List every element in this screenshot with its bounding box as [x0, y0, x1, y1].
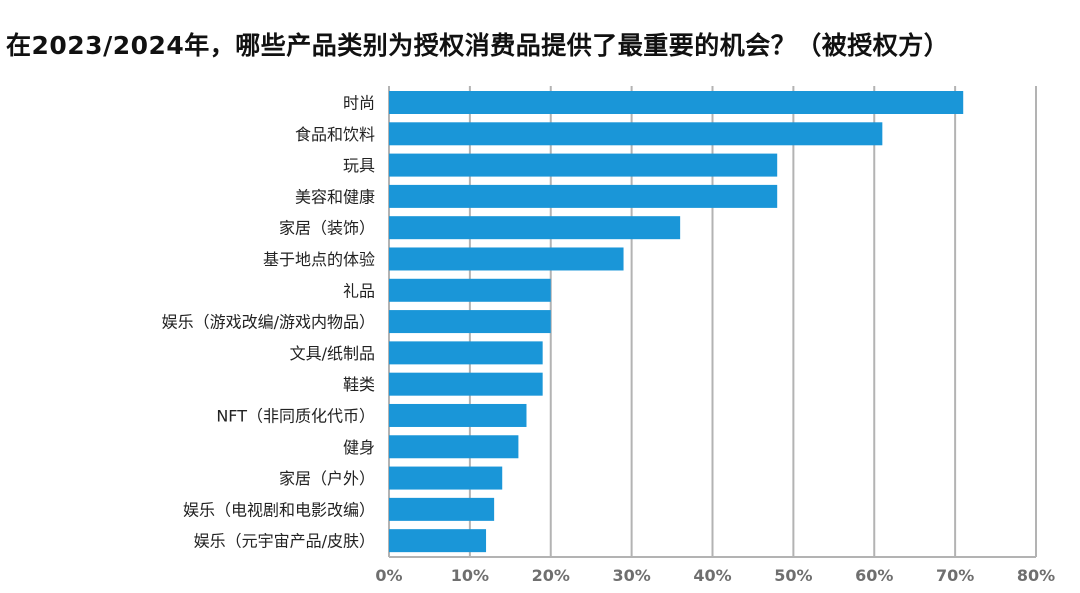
x-tick-label: 0%	[375, 566, 402, 585]
category-label: 鞋类	[343, 375, 375, 394]
category-label: 娱乐（电视剧和电影改编）	[183, 500, 375, 519]
category-label: 文具/纸制品	[290, 344, 375, 363]
bar	[389, 497, 495, 521]
x-tick-label: 10%	[451, 566, 489, 585]
category-label: 娱乐（游戏改编/游戏内物品）	[162, 313, 375, 332]
bar	[389, 372, 543, 396]
bar	[389, 435, 519, 459]
category-label: 健身	[343, 438, 375, 457]
bar	[389, 247, 624, 271]
category-label: 基于地点的体验	[263, 250, 375, 269]
category-label: 家居（装饰）	[279, 219, 375, 238]
chart-title: 在2023/2024年，哪些产品类别为授权消费品提供了最重要的机会？（被授权方）	[6, 31, 950, 60]
category-label: 礼品	[343, 281, 375, 300]
bar	[389, 184, 778, 208]
category-label: 食品和饮料	[295, 125, 375, 144]
bar	[389, 216, 681, 240]
x-tick-label: 60%	[855, 566, 893, 585]
x-tick-label: 70%	[936, 566, 974, 585]
bar	[389, 341, 543, 365]
bar	[389, 153, 778, 177]
bar	[389, 466, 503, 490]
bar	[389, 310, 551, 334]
x-tick-label: 80%	[1017, 566, 1055, 585]
bar	[389, 91, 964, 114]
category-label: 娱乐（元宇宙产品/皮肤）	[194, 532, 375, 551]
category-label: 时尚	[343, 94, 375, 113]
x-tick-label: 30%	[612, 566, 650, 585]
bar	[389, 529, 487, 553]
category-label: 玩具	[343, 156, 375, 175]
bar	[389, 278, 551, 302]
category-label: 美容和健康	[295, 187, 375, 206]
category-label: 家居（户外）	[279, 469, 375, 488]
bar	[389, 122, 883, 146]
x-tick-label: 40%	[693, 566, 731, 585]
category-label: NFT（非同质化代币）	[216, 406, 375, 425]
x-tick-label: 20%	[532, 566, 570, 585]
bar	[389, 403, 527, 427]
x-tick-label: 50%	[774, 566, 812, 585]
